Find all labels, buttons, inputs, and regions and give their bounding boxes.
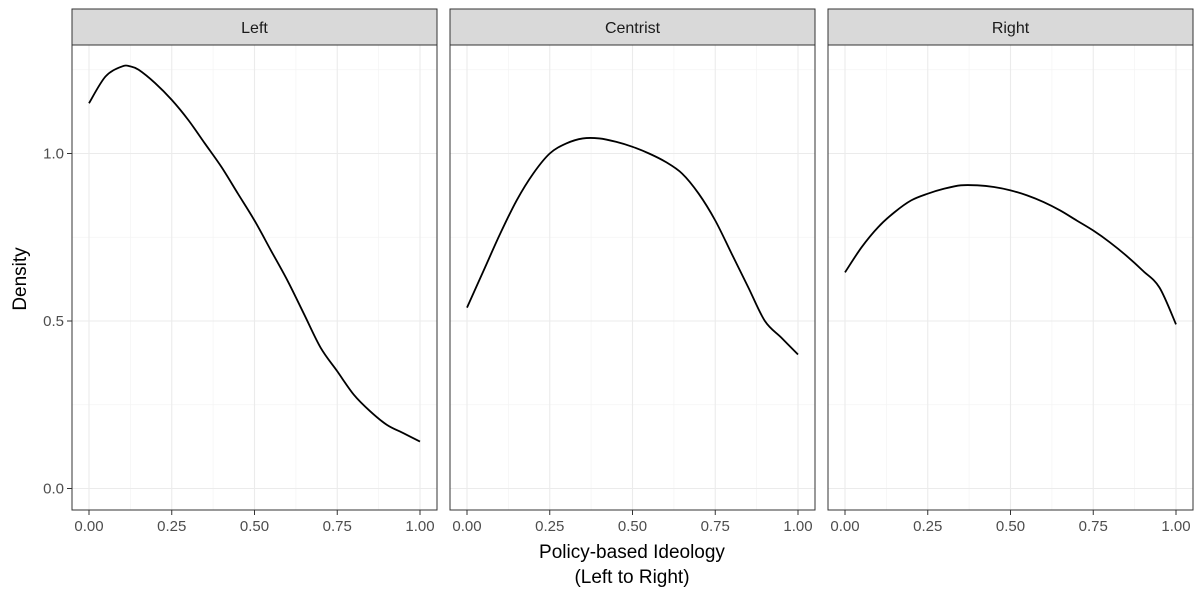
x-tick-label: 0.75 — [323, 518, 352, 535]
facet-panel-left: Left 0.00 0.25 0.50 0.75 1.00 — [71, 8, 438, 535]
x-tick-label: 0.25 — [157, 518, 186, 535]
x-tick-label: 0.25 — [535, 518, 564, 535]
density-line-right — [844, 184, 1177, 325]
x-tick-label: 0.75 — [1079, 518, 1108, 535]
x-axis-title-line-2: (Left to Right) — [574, 567, 689, 588]
x-axis-title-line-1: Policy-based Ideology — [539, 542, 725, 563]
x-tick-label: 0.00 — [830, 518, 859, 535]
facet-strip — [71, 8, 438, 46]
x-tick-label: 0.50 — [618, 518, 647, 535]
y-tick-label: 0.5 — [43, 313, 64, 330]
x-tick-label: 0.75 — [701, 518, 730, 535]
density-line-centrist — [466, 137, 799, 356]
panels-layer: Left 0.00 0.25 0.50 0.75 1.00 Centrist 0.00 0.25… — [71, 8, 1194, 535]
x-tick-label: 0.50 — [240, 518, 269, 535]
facet-strip-label: Right — [992, 20, 1030, 37]
x-tick-label: 1.00 — [1161, 518, 1190, 535]
x-tick-label: 0.00 — [74, 518, 103, 535]
y-tick-label: 0.0 — [43, 481, 64, 498]
y-axis-title: Density — [10, 247, 31, 311]
x-tick-label: 0.00 — [452, 518, 481, 535]
facet-panel-right: Right 0.00 0.25 0.50 0.75 1.00 — [827, 8, 1194, 535]
y-axis: 0.0 0.5 1.0 — [43, 146, 72, 498]
facet-strip — [827, 8, 1194, 46]
x-tick-label: 0.50 — [996, 518, 1025, 535]
facet-strip — [449, 8, 816, 46]
density-line-left — [88, 64, 421, 443]
y-tick-label: 1.0 — [43, 146, 64, 163]
facet-panel-centrist: Centrist 0.00 0.25 0.50 0.75 1.00 — [449, 8, 816, 535]
facet-strip-label: Left — [241, 20, 268, 37]
x-tick-label: 1.00 — [783, 518, 812, 535]
facet-strip-label: Centrist — [605, 20, 661, 37]
x-tick-label: 1.00 — [405, 518, 434, 535]
x-tick-label: 0.25 — [913, 518, 942, 535]
